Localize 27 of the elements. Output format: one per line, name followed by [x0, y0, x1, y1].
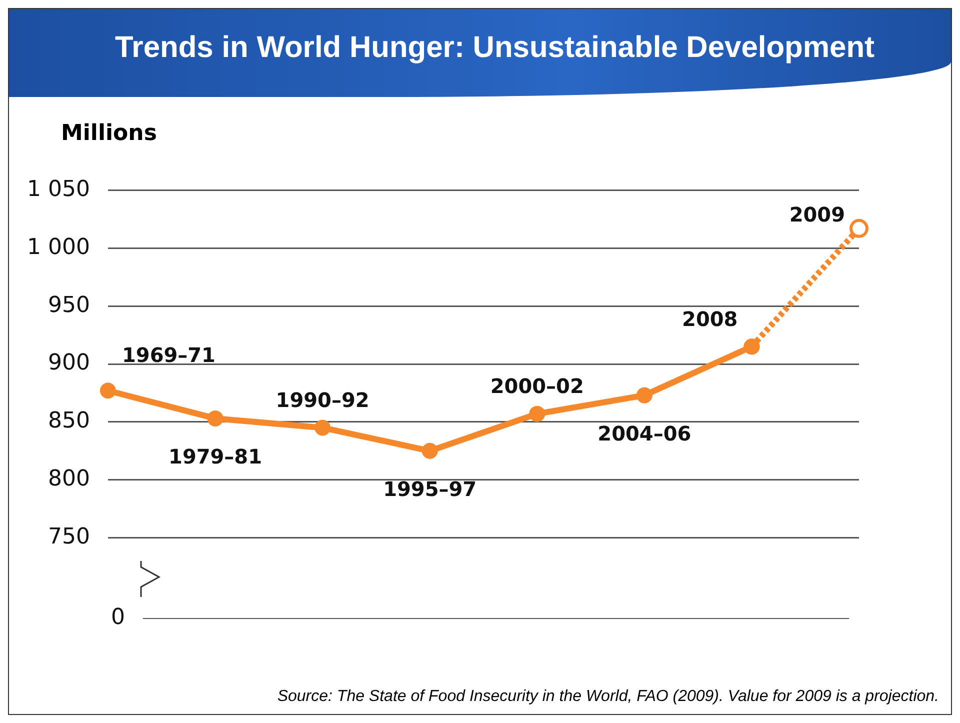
point [529, 406, 546, 422]
annotation: 1995–97 [383, 477, 477, 502]
chart-title: Trends in World Hunger: Unsustainable Development [9, 9, 951, 97]
point [850, 218, 868, 238]
point [744, 338, 760, 355]
y-tick-label: 750 [48, 524, 90, 550]
point [422, 442, 438, 459]
point [314, 420, 331, 436]
y-tick-label: 800 [48, 466, 90, 492]
y-tick-label: 900 [48, 350, 90, 376]
annotation: 2009 [789, 202, 846, 227]
annotation: 1990–92 [276, 388, 370, 412]
y-tick-label: 950 [48, 292, 90, 318]
point [207, 410, 224, 426]
annotation: 1979–81 [168, 444, 262, 469]
annotation: 2008 [682, 306, 738, 331]
source-note: Source: The State of Food Insecurity in the World, FAO (2009). Value for 2009 is a projection. [277, 688, 939, 706]
annotation: 2000–02 [490, 374, 584, 398]
y-tick-label: 1 050 [26, 176, 90, 202]
y-tick-label: 850 [48, 408, 90, 434]
point [636, 387, 652, 404]
annotation: 2004–06 [598, 421, 692, 446]
text: 0 [111, 605, 125, 630]
point [100, 382, 116, 399]
y-axis-title: Millions [61, 121, 157, 146]
y-tick-label: 1 000 [26, 234, 90, 260]
annotation: 1969–71 [122, 342, 216, 367]
